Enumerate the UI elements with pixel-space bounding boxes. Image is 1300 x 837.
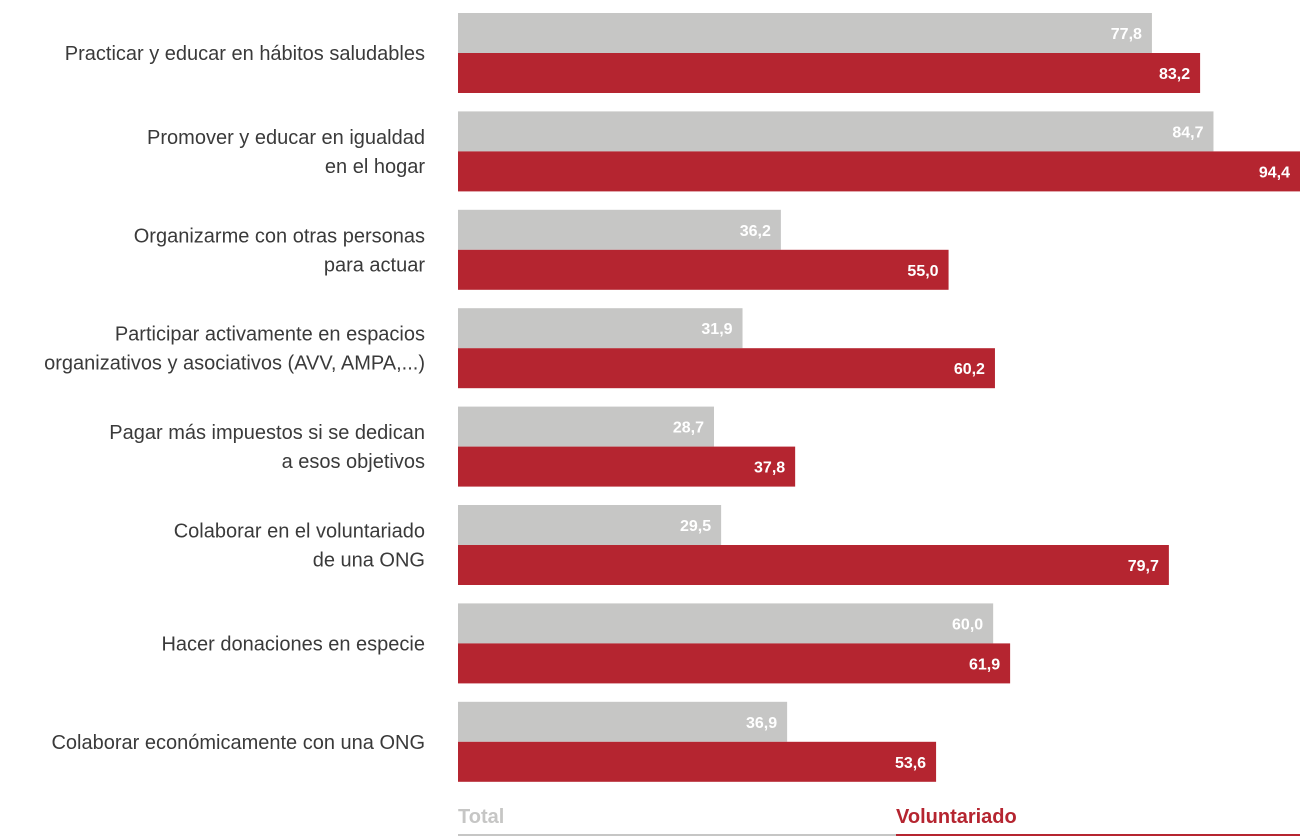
bar-total (458, 603, 994, 644)
value-label-voluntariado: 53,6 (895, 755, 926, 772)
legend: Total Voluntariado (458, 806, 1300, 836)
value-label-total: 31,9 (701, 321, 732, 338)
value-label-total: 36,2 (740, 223, 771, 240)
bar-voluntariado (458, 348, 995, 389)
bar-voluntariado (458, 741, 937, 782)
category-label: Practicar y educar en hábitos saludables (65, 43, 425, 65)
bar-voluntariado (458, 53, 1201, 93)
value-label-voluntariado: 61,9 (969, 656, 1000, 673)
bars: 77,8 83,2 84,7 94,4 36,2 55,0 31,9 60,2 28,7 37,8… (458, 13, 1300, 782)
category-labels: Practicar y educar en hábitos saludables… (44, 43, 425, 754)
bar-total (458, 701, 788, 742)
value-label-total: 77,8 (1111, 26, 1142, 43)
legend-total-label: Total (458, 806, 504, 828)
category-label: Pagar más impuestos si se dedican a esos … (109, 422, 425, 473)
bar-total (458, 209, 781, 250)
value-label-voluntariado: 55,0 (907, 263, 938, 280)
bar-voluntariado (458, 151, 1300, 192)
category-label: Colaborar económicamente con una ONG (51, 732, 425, 754)
value-label-total: 28,7 (673, 420, 704, 437)
value-label-total: 36,9 (746, 715, 777, 732)
value-label-voluntariado: 37,8 (754, 460, 785, 477)
bar-total (458, 13, 1152, 53)
bar-voluntariado (458, 446, 796, 487)
value-label-total: 29,5 (680, 518, 711, 535)
category-label: Colaborar en el voluntariado de una ONG (174, 521, 425, 572)
value-label-voluntariado: 60,2 (954, 361, 985, 378)
value-label-voluntariado: 83,2 (1159, 66, 1190, 83)
bar-total (458, 111, 1214, 152)
value-label-voluntariado: 79,7 (1128, 558, 1159, 575)
bar-total (458, 406, 714, 447)
value-label-total: 84,7 (1172, 124, 1203, 141)
bar-voluntariado (458, 545, 1169, 585)
category-label: Organizarme con otras personas para actua… (134, 225, 426, 276)
legend-voluntariado-label: Voluntariado (896, 806, 1017, 828)
bar-voluntariado (458, 643, 1011, 684)
bar-total (458, 505, 722, 545)
category-label: Participar activamente en espacios organi… (44, 324, 425, 375)
bar-voluntariado (458, 249, 949, 290)
bar-total (458, 308, 743, 349)
category-label: Hacer donaciones en especie (161, 633, 425, 655)
category-label: Promover y educar en igualdad en el hogar (147, 127, 425, 178)
value-label-total: 60,0 (952, 616, 983, 633)
value-label-voluntariado: 94,4 (1259, 164, 1290, 181)
